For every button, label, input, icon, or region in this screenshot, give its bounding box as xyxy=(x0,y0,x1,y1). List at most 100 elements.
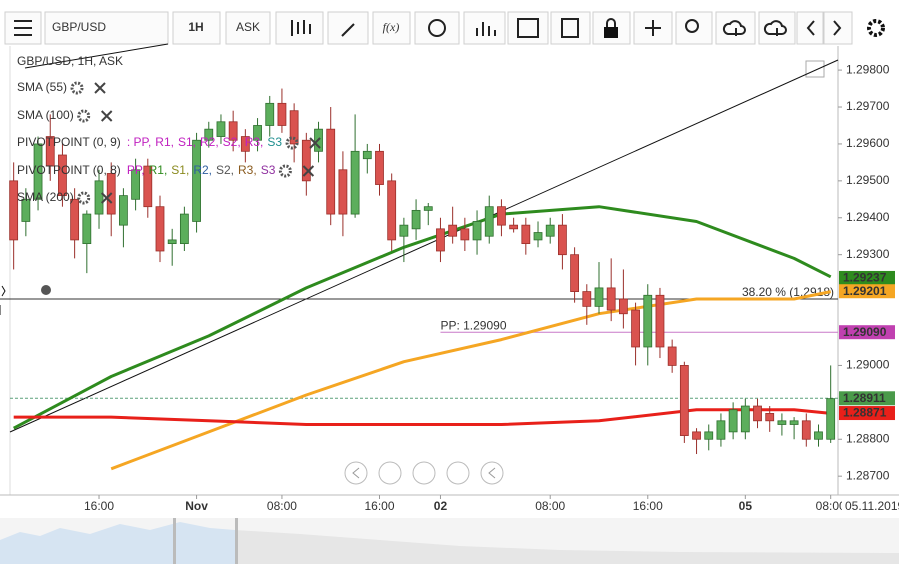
level-label: 38.20 % (1.2918) xyxy=(742,285,834,299)
legend-remove[interactable] xyxy=(100,192,113,204)
legend-remove[interactable] xyxy=(100,110,113,122)
zoom-out[interactable] xyxy=(378,461,402,485)
side-button[interactable] xyxy=(225,11,271,45)
legend-part: R1, xyxy=(155,135,174,149)
draw-button[interactable] xyxy=(327,11,369,45)
x-tick-label: 16:00 xyxy=(84,499,114,513)
zoom-controls xyxy=(344,461,504,485)
menu-icon xyxy=(14,20,32,36)
candle-body xyxy=(94,180,104,215)
reset[interactable] xyxy=(412,461,436,485)
symbol-box[interactable] xyxy=(44,11,169,45)
candle-body xyxy=(484,206,494,237)
navigator-area xyxy=(235,530,899,564)
date-label-bg xyxy=(842,499,896,515)
legend-remove[interactable] xyxy=(309,137,321,149)
legend-item: SMA (55) xyxy=(17,80,67,94)
next-button[interactable] xyxy=(823,11,853,45)
drag-handle xyxy=(0,285,6,315)
candle-body xyxy=(777,420,787,425)
legend-parts: PP, R1, S1, R2, S2, R3, S3 xyxy=(127,163,276,177)
candle-body xyxy=(594,287,604,307)
candle-body xyxy=(277,102,287,126)
navigator-handle[interactable] xyxy=(173,518,176,564)
function-button[interactable] xyxy=(372,11,411,45)
legend-item: PIVOTPOINT (0, 9) xyxy=(17,135,121,149)
y-tick-label: 1.29800 xyxy=(846,62,890,76)
calendar-button[interactable] xyxy=(507,11,549,45)
legend-parts: : PP, R1, S1, R2, S2, R3, S3 xyxy=(127,135,283,149)
candle-body xyxy=(679,365,689,436)
legend-part: S2, xyxy=(216,163,234,177)
candle-body xyxy=(545,224,555,237)
price-tag-label: 1.29237 xyxy=(843,271,887,285)
candle-body xyxy=(521,224,531,245)
report-button[interactable] xyxy=(550,11,591,45)
candle-body xyxy=(448,224,458,237)
candle-body xyxy=(350,150,360,215)
candle-body xyxy=(362,150,372,160)
candle-body xyxy=(399,224,409,237)
candle-body xyxy=(558,224,567,256)
candle-body xyxy=(814,431,823,440)
candle-body xyxy=(253,125,262,141)
chart-layer: 38.20 % (1.2918) PP: 1.29090 xyxy=(0,43,839,471)
zoom-button[interactable] xyxy=(675,11,713,45)
candle-body xyxy=(387,180,397,241)
legend-part: S1, xyxy=(178,135,196,149)
function-label: f(x) xyxy=(383,20,400,34)
legend-remove[interactable] xyxy=(94,82,106,94)
chart-type-button[interactable] xyxy=(275,11,324,45)
candle-body xyxy=(740,405,750,433)
legend-part: S2, xyxy=(223,135,241,149)
lock-shackle xyxy=(606,18,616,27)
candle-body xyxy=(826,398,836,440)
candle-body xyxy=(82,213,92,245)
interval-button[interactable] xyxy=(172,11,221,45)
price-tag xyxy=(839,406,895,421)
candle-body xyxy=(423,206,433,211)
candle-body xyxy=(472,221,482,241)
legend-part: R3, xyxy=(238,163,257,177)
level-label: PP: 1.29090 xyxy=(440,318,506,332)
scroll-right[interactable] xyxy=(480,461,504,485)
legend-part: R2, xyxy=(200,135,219,149)
legend-settings xyxy=(278,164,292,178)
legend: GBP/USD, 1H, ASK SMA (55) SMA (100) PIVOTPO… xyxy=(17,54,321,205)
prev-button[interactable] xyxy=(796,11,824,45)
price-tag-label: 1.29090 xyxy=(843,325,887,339)
settings-icon[interactable] xyxy=(867,19,885,37)
candle-body xyxy=(375,150,384,185)
expand-icon[interactable] xyxy=(805,60,825,78)
candle-body xyxy=(301,139,311,182)
legend-settings xyxy=(77,109,91,123)
navigator-handle[interactable] xyxy=(235,518,238,564)
candle-body xyxy=(119,195,128,226)
lock-icon xyxy=(604,27,618,38)
candle-body xyxy=(143,165,153,208)
info-button[interactable] xyxy=(414,11,460,45)
legend-part: R1, xyxy=(149,163,168,177)
candle-body xyxy=(801,420,811,440)
download-icon xyxy=(763,20,787,36)
crosshair-icon xyxy=(645,20,661,36)
candle-body xyxy=(167,239,177,245)
bars-button[interactable] xyxy=(463,11,506,45)
x-tick-label: 16:00 xyxy=(364,499,394,513)
price-tag xyxy=(839,270,895,285)
legend-header: GBP/USD, 1H, ASK xyxy=(17,54,123,68)
price-tag xyxy=(839,284,895,299)
x-tick-label: 08:00 xyxy=(535,499,565,513)
candle-body xyxy=(704,431,714,440)
candle-body xyxy=(643,294,653,348)
x-tick-label: 02 xyxy=(434,499,448,513)
pencil-icon xyxy=(341,23,355,37)
candle-body xyxy=(497,206,506,226)
scroll-left[interactable] xyxy=(344,461,368,485)
candle-body xyxy=(33,143,43,200)
legend-remove[interactable] xyxy=(302,165,315,177)
zoom-in[interactable] xyxy=(446,461,470,485)
price-tag xyxy=(839,325,895,340)
candle-body xyxy=(716,420,726,440)
prev-icon xyxy=(806,20,815,36)
